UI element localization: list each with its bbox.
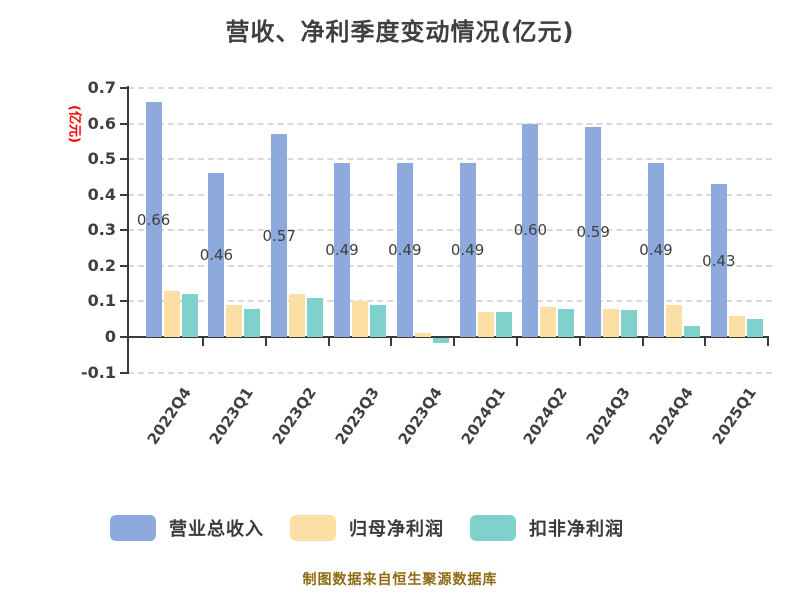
bar-归母净利润-2023Q2 [289, 294, 306, 337]
y-tick-label: 0.3 [87, 220, 116, 240]
y-tick-label: 0.4 [87, 184, 116, 204]
y-tick-label: 0.7 [87, 78, 116, 98]
bar-value-label: 0.46 [199, 246, 234, 265]
legend-label-扣非净利润: 扣非净利润 [529, 519, 624, 540]
data-source-note: 制图数据来自恒生聚源数据库 [302, 572, 498, 588]
legend-swatch-归母净利润 [290, 515, 336, 541]
x-axis-tick [453, 337, 456, 346]
x-axis-tick [767, 337, 770, 346]
y-tick-label: 0.2 [87, 255, 116, 275]
legend-item-营业总收入: 营业总收入 [110, 514, 264, 542]
bar-扣非净利润-2024Q2 [558, 308, 575, 337]
bar-归母净利润-2023Q1 [226, 305, 243, 337]
bar-扣非净利润-2025Q1 [746, 319, 763, 337]
gridline [128, 229, 772, 232]
y-tick-label: -0.1 [81, 362, 116, 382]
x-axis-tick [264, 337, 267, 346]
gridline [128, 371, 772, 374]
x-axis-tick [327, 337, 330, 346]
legend: 营业总收入 归母净利润 扣非净利润 [0, 514, 800, 544]
y-axis-tick [120, 87, 128, 90]
legend-item-归母净利润: 归母净利润 [290, 514, 444, 542]
y-axis-tick [120, 300, 128, 303]
x-axis-tick [704, 337, 707, 346]
gridline [128, 264, 772, 267]
y-tick-label: 0.1 [87, 291, 116, 311]
y-axis-tick [120, 264, 128, 267]
x-axis-tick [516, 337, 518, 346]
y-tick-label: 0.5 [87, 149, 116, 169]
bar-value-label: 0.49 [639, 240, 673, 259]
y-axis-tick [120, 229, 128, 232]
bar-营业总收入-2025Q1 [710, 184, 727, 337]
bar-value-label: 0.60 [513, 221, 548, 240]
y-axis-tick [120, 371, 128, 374]
gridline [128, 87, 772, 90]
bar-value-label: 0.49 [450, 240, 485, 259]
bar-value-label: 0.49 [388, 240, 422, 259]
bar-营业总收入-2023Q4 [396, 162, 413, 337]
legend-swatch-扣非净利润 [470, 515, 516, 541]
bar-扣非净利润-2024Q1 [495, 312, 512, 337]
bar-扣非净利润-2024Q3 [621, 310, 638, 337]
x-axis-tick [390, 337, 393, 346]
bar-value-label: 0.66 [136, 210, 171, 229]
y-axis-tick [120, 336, 128, 338]
bar-归母净利润-2023Q4 [414, 333, 431, 337]
bar-营业总收入-2023Q3 [334, 162, 350, 337]
bar-扣非净利润-2023Q2 [307, 297, 324, 337]
bar-归母净利润-2024Q2 [540, 306, 557, 337]
gridline [128, 122, 772, 125]
bar-value-label: 0.49 [325, 240, 359, 259]
bar-扣非净利润-2024Q4 [684, 326, 700, 337]
bar-营业总收入-2024Q1 [459, 162, 476, 337]
chart-title: 营收、净利季度变动情况(亿元) [225, 18, 575, 46]
bar-营业总收入-2023Q2 [271, 134, 288, 337]
x-axis-tick [202, 337, 204, 346]
legend-label-归母净利润: 归母净利润 [349, 519, 444, 540]
bar-归母净利润-2025Q1 [728, 315, 745, 337]
gridline [128, 158, 772, 161]
bar-营业总收入-2022Q4 [145, 102, 162, 337]
bar-value-label: 0.43 [702, 251, 736, 270]
bar-归母净利润-2023Q3 [352, 301, 368, 337]
y-axis-tick [120, 158, 128, 161]
bar-value-label: 0.59 [576, 223, 610, 242]
bar-营业总收入-2024Q2 [522, 123, 539, 337]
y-tick-label: 0.6 [87, 113, 116, 133]
legend-label-营业总收入: 营业总收入 [169, 519, 264, 540]
bar-归母净利润-2024Q3 [603, 308, 620, 337]
bar-扣非净利润-2023Q4 [432, 338, 449, 344]
bar-营业总收入-2024Q4 [648, 162, 664, 337]
bar-归母净利润-2024Q4 [666, 305, 682, 337]
gridline [128, 300, 772, 303]
bar-归母净利润-2024Q1 [477, 312, 494, 337]
bar-归母净利润-2022Q4 [163, 290, 180, 337]
bar-扣非净利润-2023Q3 [370, 305, 386, 337]
y-axis-tick [120, 193, 128, 196]
y-axis-tick [120, 122, 128, 125]
y-tick-label: 0 [104, 327, 116, 346]
x-axis-line [128, 336, 769, 338]
bar-营业总收入-2024Q3 [585, 127, 602, 337]
bar-value-label: 0.57 [262, 226, 296, 245]
legend-item-扣非净利润: 扣非净利润 [470, 514, 624, 542]
x-axis-tick [641, 337, 644, 346]
bar-营业总收入-2023Q1 [208, 173, 225, 337]
legend-swatch-营业总收入 [110, 515, 156, 541]
bar-扣非净利润-2023Q1 [244, 308, 261, 337]
x-axis-tick [578, 337, 581, 346]
gridline [128, 193, 772, 196]
bar-扣非净利润-2022Q4 [181, 294, 198, 337]
y-axis-line [127, 86, 129, 374]
